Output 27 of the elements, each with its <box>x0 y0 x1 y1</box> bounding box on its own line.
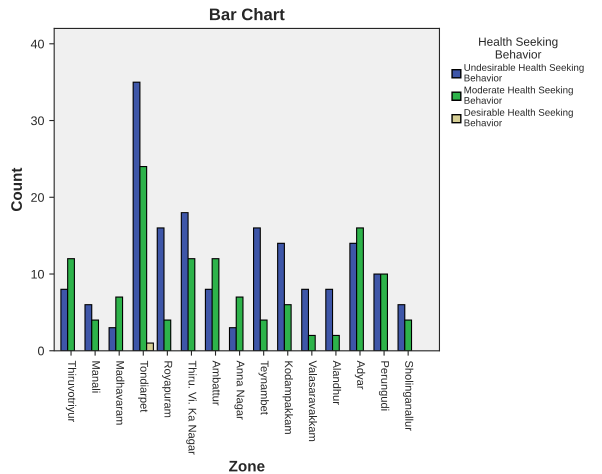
x-tick-label: Thiruvotriyur <box>66 360 76 422</box>
x-tick-label: Valasaravakkam <box>308 360 318 442</box>
legend-label: Moderate Health Seeking Behavior <box>464 86 573 104</box>
y-axis-title: Count <box>11 168 22 212</box>
y-tick-label: 40 <box>30 40 44 48</box>
x-tick-label: Royapuram <box>162 361 172 418</box>
legend-title: Health Seeking Behavior <box>479 37 558 59</box>
x-tick-label: Ambattur <box>212 360 221 406</box>
x-axis-title: Zone <box>229 460 265 472</box>
legend-label: Undesirable Health Seeking Behavior <box>464 64 584 82</box>
x-tick-label: Alandhur <box>332 360 342 405</box>
x-tick-label: Adyar <box>354 360 366 390</box>
x-tick-label: Perungudi <box>378 361 390 410</box>
x-tick-label: Manali <box>92 361 100 392</box>
chart-title: Bar Chart <box>210 8 285 20</box>
legend-label: Desirable Health Seeking Behavior <box>464 108 573 126</box>
y-tick-label: 10 <box>32 270 44 279</box>
y-tick-label: 20 <box>31 193 44 202</box>
x-tick-label: Madhavaram <box>116 361 124 425</box>
x-tick-label: Tondiarpet <box>138 360 148 412</box>
x-tick-label: Sholinganallur <box>402 360 414 431</box>
x-tick-label: Anna Nagar <box>234 360 244 420</box>
y-tick-label: 0 <box>38 346 44 356</box>
y-tick-label: 30 <box>31 116 44 126</box>
x-tick-label: Teynambet <box>258 360 269 415</box>
x-tick-label: Thiru. Vi. Ka Nagar <box>186 360 197 455</box>
x-tick-label: Kodampakkam <box>282 361 293 434</box>
